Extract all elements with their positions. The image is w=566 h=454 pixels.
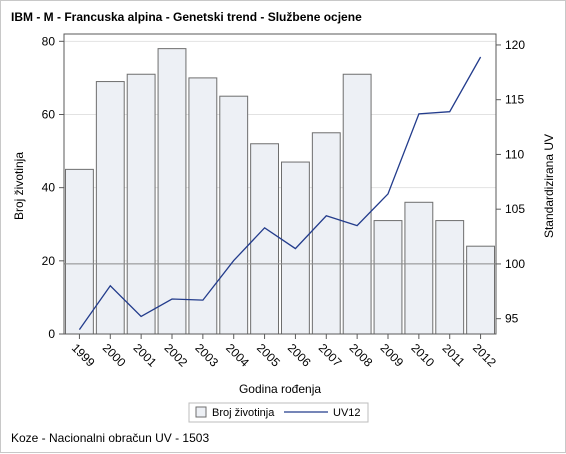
x-tick-label: 2011	[439, 341, 467, 369]
bar	[250, 143, 279, 335]
bar	[342, 73, 372, 335]
y-tick-label: 80	[42, 34, 56, 48]
bar	[157, 48, 187, 335]
y-tick-label: 60	[42, 107, 56, 121]
x-tick-label: 2006	[285, 341, 314, 370]
bar	[404, 201, 434, 335]
y2-tick-label: 120	[505, 38, 525, 52]
x-tick-label: 2000	[100, 341, 129, 370]
plot-border	[63, 33, 497, 335]
y-tick-label: 40	[42, 181, 56, 195]
line-layer	[78, 56, 482, 330]
bar	[188, 77, 218, 335]
y-axis-label: Broj životinja	[12, 152, 26, 220]
y-tick-label: 20	[42, 254, 56, 268]
legend-line-label: UV12	[333, 407, 361, 419]
y2-tick-label: 110	[505, 147, 524, 161]
x-tick-label: 2008	[347, 341, 376, 370]
footnote: Koze - Nacionalni obračun UV - 1503	[11, 431, 210, 445]
x-tick-label: 2002	[161, 341, 190, 370]
x-tick-label: 1999	[69, 341, 98, 370]
bar	[311, 132, 341, 335]
bar	[126, 73, 156, 335]
y2-tick-label: 105	[505, 202, 525, 216]
bar	[435, 220, 465, 335]
x-axis-label: Godina rođenja	[239, 382, 321, 396]
x-tick-label: 2010	[408, 341, 437, 370]
x-tick-label: 2003	[192, 341, 221, 370]
x-tick-label: 2007	[316, 341, 345, 370]
bar	[373, 220, 403, 335]
bar	[95, 81, 125, 335]
y2-tick-label: 100	[505, 257, 525, 271]
y2-tick-label: 115	[505, 93, 524, 107]
chart-title: IBM - M - Francuska alpina - Genetski tr…	[11, 10, 362, 24]
y2-axis-label: Standardizirana UV	[542, 134, 556, 238]
bar	[466, 245, 495, 335]
bar-layer	[65, 48, 495, 335]
series-line	[78, 56, 482, 330]
y-tick-label: 0	[48, 327, 55, 341]
bar	[65, 168, 94, 335]
y2-tick-label: 95	[505, 312, 519, 326]
legend-bar-swatch	[195, 406, 207, 418]
bar	[219, 95, 249, 335]
x-tick-label: 2001	[131, 341, 160, 370]
x-tick-label: 2004	[223, 341, 252, 370]
legend: Broj životinja UV12	[188, 402, 369, 423]
legend-box	[188, 402, 369, 423]
legend-bar-label: Broj životinja	[212, 407, 275, 419]
x-tick-label: 2012	[470, 341, 499, 370]
x-tick-label: 2009	[377, 341, 406, 370]
x-tick-label: 2005	[254, 341, 283, 370]
